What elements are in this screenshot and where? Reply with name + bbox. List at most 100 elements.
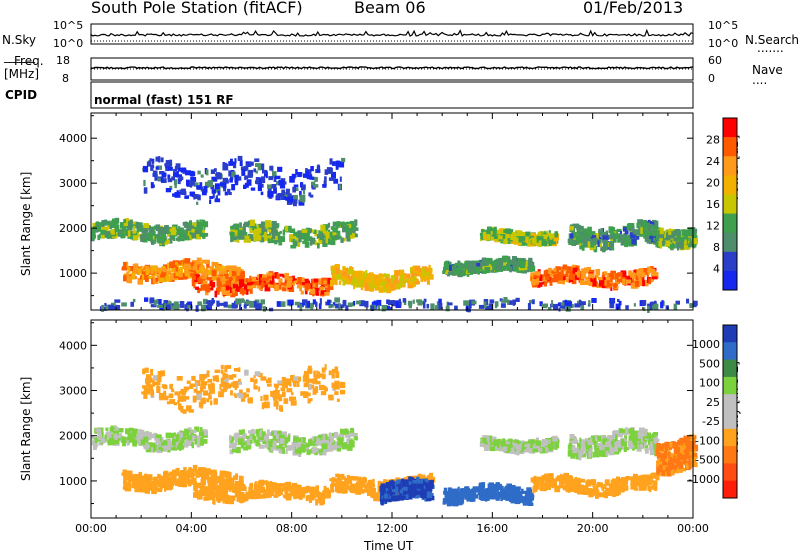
power-cell: [223, 302, 227, 307]
velocity-cell: [168, 443, 171, 450]
power-cell: [447, 302, 453, 306]
power-cell: [187, 301, 193, 308]
power-cell: [647, 231, 652, 236]
power-cell: [216, 277, 220, 284]
power-cell: [454, 262, 459, 266]
power-cell: [253, 235, 258, 242]
velocity-cell: [298, 452, 302, 457]
power-cell: [150, 265, 157, 272]
power-cell: [582, 272, 586, 279]
velocity-cell: [387, 494, 392, 499]
power-cell: [262, 223, 268, 227]
power-cell: [126, 276, 133, 284]
power-cell: [116, 305, 121, 311]
power-data-cells: [91, 155, 698, 313]
power-cell: [247, 171, 251, 175]
power-cell: [104, 303, 107, 306]
power-cell: [595, 274, 599, 279]
power-cell: [311, 286, 315, 291]
power-cell: [272, 275, 275, 282]
power-cell: [128, 230, 133, 235]
velocity-cell: [196, 440, 201, 448]
power-cell: [274, 241, 278, 245]
power-cell: [293, 280, 299, 284]
power-cell: [217, 190, 221, 196]
power-cell: [331, 171, 336, 179]
power-cell: [155, 277, 159, 282]
velocity-cell: [264, 443, 269, 448]
power-cell: [289, 228, 296, 233]
power-cell: [342, 279, 346, 286]
velocity-cell: [161, 482, 168, 488]
velocity-cell: [152, 480, 158, 487]
velocity-cell: [102, 438, 106, 443]
power-cell: [340, 237, 344, 243]
power-cell: [250, 187, 256, 191]
velocity-cell: [380, 483, 384, 488]
power-cell: [158, 226, 165, 233]
power-cell: [586, 267, 591, 274]
power-cell: [541, 303, 548, 309]
power-cell: [123, 223, 128, 226]
power-cell: [635, 274, 639, 281]
power-cell: [140, 265, 143, 270]
power-cell: [306, 174, 313, 180]
power-cell: [238, 279, 245, 286]
power-cell: [310, 166, 314, 172]
velocity-cell: [156, 447, 163, 453]
power-colorbar-segment: [723, 156, 737, 176]
power-cell: [364, 282, 368, 289]
power-cell: [443, 264, 449, 270]
power-cell: [540, 282, 543, 287]
velocity-cell: [160, 448, 165, 452]
velocity-cell: [372, 478, 375, 486]
power-cell: [299, 304, 303, 312]
power-cell: [580, 279, 585, 286]
power-cell: [121, 302, 127, 307]
power-cell: [157, 177, 161, 181]
velocity-cell: [219, 472, 222, 477]
velocity-cell: [346, 438, 352, 445]
power-cell: [577, 236, 582, 244]
power-cell: [199, 276, 206, 280]
power-cell: [342, 300, 345, 306]
power-colorbar-frame: [722, 117, 738, 291]
velocity-cell: [207, 479, 211, 487]
power-cell: [231, 171, 236, 178]
velocity-cell: [239, 497, 244, 503]
velocity-cell: [151, 481, 154, 486]
power-cell: [591, 231, 596, 235]
velocity-cell: [167, 483, 171, 488]
power-cell: [258, 286, 262, 291]
power-cell: [266, 274, 273, 279]
power-cell: [319, 233, 325, 239]
velocity-cell: [336, 481, 340, 488]
velocity-cell: [235, 481, 239, 485]
velocity-cell: [162, 440, 168, 446]
power-cell: [624, 241, 629, 248]
power-cell: [178, 226, 181, 230]
power-cell: [656, 230, 661, 234]
velocity-cell: [229, 449, 234, 455]
power-cell: [156, 274, 162, 281]
power-cell: [641, 272, 646, 277]
velocity-cell: [443, 500, 447, 505]
power-cell: [249, 275, 252, 283]
power-cell: [502, 255, 509, 263]
velocity-cell: [248, 486, 253, 492]
power-cell: [274, 272, 279, 279]
power-cell: [610, 298, 615, 302]
power-cell: [523, 264, 528, 271]
power-cell: [264, 284, 271, 292]
power-cell: [598, 277, 602, 281]
power-cell: [490, 260, 497, 266]
power-cell: [666, 236, 670, 241]
power-cell: [136, 227, 139, 233]
power-cell: [434, 305, 440, 310]
power-cell: [230, 290, 236, 298]
power-cell: [286, 281, 292, 288]
power-cell: [234, 175, 239, 183]
velocity-cell: [464, 494, 470, 500]
power-cell: [103, 226, 107, 230]
power-cell: [193, 194, 200, 199]
